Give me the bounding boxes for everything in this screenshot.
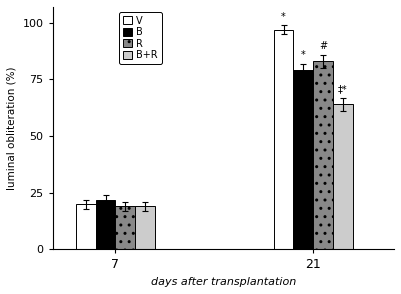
Legend: V, B, R, B+R: V, B, R, B+R: [119, 12, 162, 64]
Bar: [96, 200, 115, 250]
Bar: [333, 104, 353, 250]
Y-axis label: luminal obliteration (%): luminal obliteration (%): [7, 66, 17, 190]
Bar: [115, 206, 135, 250]
Text: *: *: [301, 50, 306, 60]
Text: ‡*: ‡*: [338, 84, 348, 94]
Bar: [76, 204, 96, 250]
Bar: [313, 61, 333, 250]
X-axis label: days after transplantation: days after transplantation: [151, 277, 296, 287]
Text: #: #: [319, 41, 327, 51]
Bar: [273, 30, 294, 250]
Bar: [135, 206, 155, 250]
Text: *: *: [281, 12, 286, 22]
Bar: [294, 70, 313, 250]
